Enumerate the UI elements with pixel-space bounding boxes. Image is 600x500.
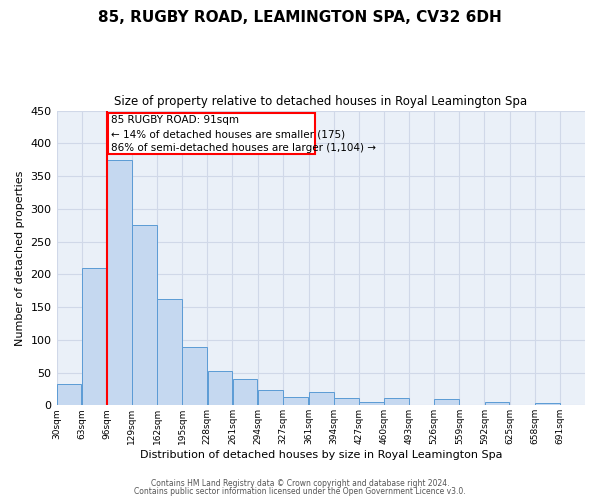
Bar xyxy=(334,398,359,406)
Bar xyxy=(107,160,132,406)
Title: Size of property relative to detached houses in Royal Leamington Spa: Size of property relative to detached ho… xyxy=(114,95,527,108)
Text: 85 RUGBY ROAD: 91sqm
← 14% of detached houses are smaller (175)
86% of semi-deta: 85 RUGBY ROAD: 91sqm ← 14% of detached h… xyxy=(112,115,376,153)
Bar xyxy=(182,347,207,406)
Bar xyxy=(434,398,459,406)
Bar xyxy=(258,390,283,406)
Bar xyxy=(283,397,308,406)
Bar xyxy=(82,268,107,406)
FancyBboxPatch shape xyxy=(109,112,316,154)
Bar xyxy=(359,402,384,406)
X-axis label: Distribution of detached houses by size in Royal Leamington Spa: Distribution of detached houses by size … xyxy=(140,450,502,460)
Bar xyxy=(57,384,82,406)
Bar xyxy=(208,370,232,406)
Text: Contains HM Land Registry data © Crown copyright and database right 2024.: Contains HM Land Registry data © Crown c… xyxy=(151,478,449,488)
Bar xyxy=(535,404,560,406)
Y-axis label: Number of detached properties: Number of detached properties xyxy=(15,170,25,346)
Bar xyxy=(485,402,509,406)
Bar xyxy=(132,225,157,406)
Bar xyxy=(233,379,257,406)
Text: Contains public sector information licensed under the Open Government Licence v3: Contains public sector information licen… xyxy=(134,487,466,496)
Bar xyxy=(309,392,334,406)
Bar xyxy=(157,299,182,406)
Bar xyxy=(384,398,409,406)
Text: 85, RUGBY ROAD, LEAMINGTON SPA, CV32 6DH: 85, RUGBY ROAD, LEAMINGTON SPA, CV32 6DH xyxy=(98,10,502,25)
